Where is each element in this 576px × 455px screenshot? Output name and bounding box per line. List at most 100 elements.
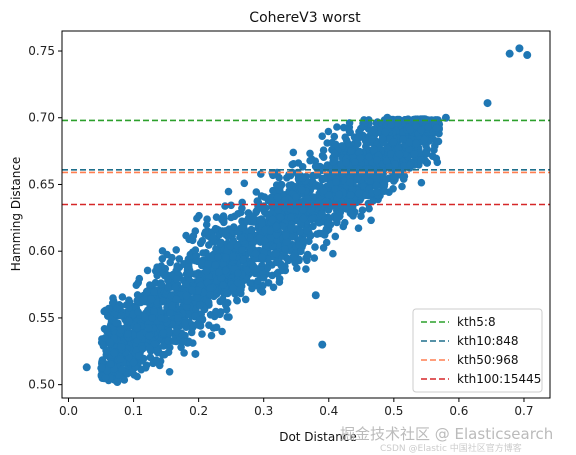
- scatter-point: [239, 255, 247, 264]
- chart-title: CohereV3 worst: [249, 10, 361, 26]
- scatter-point: [203, 215, 211, 223]
- scatter-point: [355, 149, 364, 157]
- scatter-point: [258, 288, 267, 296]
- scatter-point: [202, 267, 211, 276]
- scatter-point: [266, 234, 275, 242]
- x-tick-label: 0.5: [384, 404, 403, 418]
- scatter-point: [309, 193, 317, 201]
- scatter-point: [297, 186, 306, 194]
- scatter-point: [269, 171, 277, 180]
- scatter-point: [354, 189, 363, 198]
- scatter-point: [159, 342, 168, 350]
- scatter-point: [196, 321, 204, 329]
- scatter-point: [241, 295, 250, 304]
- scatter-point: [240, 179, 249, 188]
- scatter-point: [229, 283, 238, 292]
- scatter-point: [304, 251, 312, 259]
- scatter-point: [324, 191, 333, 199]
- scatter-point: [111, 318, 120, 327]
- scatter-point: [187, 328, 196, 337]
- scatter-point: [102, 325, 111, 334]
- scatter-point: [159, 297, 167, 306]
- scatter-point: [285, 181, 294, 190]
- scatter-point: [97, 363, 106, 372]
- scatter-point: [249, 218, 257, 226]
- scatter-point: [254, 277, 262, 285]
- scatter-point: [147, 295, 156, 304]
- scatter-point: [324, 220, 332, 228]
- y-tick-label: 0.50: [28, 378, 55, 392]
- scatter-point: [417, 156, 425, 164]
- scatter-point: [319, 153, 328, 161]
- scatter-point: [150, 308, 158, 316]
- scatter-point: [347, 147, 355, 155]
- scatter-point: [276, 182, 285, 191]
- scatter-point: [191, 246, 200, 254]
- scatter-point: [378, 134, 387, 143]
- scatter-point: [207, 331, 216, 340]
- scatter-point: [259, 274, 268, 282]
- scatter-point: [299, 206, 307, 214]
- scatter-point: [143, 266, 152, 275]
- scatter-point: [356, 154, 365, 163]
- scatter-point: [275, 173, 283, 182]
- scatter-point: [423, 159, 432, 167]
- scatter-point: [368, 135, 376, 143]
- scatter-point: [483, 99, 492, 108]
- scatter-point: [133, 372, 141, 381]
- scatter-point: [202, 220, 211, 229]
- scatter-point: [287, 224, 295, 233]
- scatter-point: [152, 356, 160, 365]
- scatter-point: [172, 275, 181, 284]
- scatter-point: [225, 313, 233, 321]
- scatter-point: [281, 245, 289, 253]
- scatter-point: [394, 144, 403, 153]
- scatter-point: [432, 124, 441, 132]
- scatter-point: [218, 295, 227, 304]
- scatter-point: [307, 231, 315, 240]
- scatter-point: [106, 338, 114, 347]
- scatter-point: [330, 149, 339, 158]
- scatter-point: [269, 186, 277, 195]
- scatter-point: [263, 264, 272, 273]
- scatter-point: [118, 293, 127, 301]
- scatter-point: [229, 252, 237, 261]
- legend-label: kth100:15445: [457, 372, 541, 386]
- scatter-point: [193, 293, 202, 302]
- scatter-point: [357, 212, 365, 220]
- scatter-point: [117, 343, 126, 351]
- scatter-point: [391, 160, 399, 168]
- scatter-point: [350, 167, 358, 175]
- scatter-point: [272, 249, 280, 258]
- scatter-point: [133, 296, 141, 305]
- scatter-point: [134, 279, 142, 287]
- scatter-point: [101, 373, 110, 382]
- scatter-point: [136, 331, 144, 340]
- scatter-point: [269, 283, 278, 292]
- scatter-point: [167, 292, 175, 300]
- scatter-point: [272, 258, 281, 267]
- scatter-point: [302, 265, 310, 273]
- scatter-point: [284, 256, 293, 265]
- scatter-point: [324, 127, 333, 136]
- x-tick-label: 0.1: [124, 404, 143, 418]
- scatter-point: [182, 291, 191, 300]
- scatter-point: [257, 170, 265, 178]
- scatter-point: [141, 364, 150, 372]
- scatter-point: [432, 154, 441, 163]
- threshold-lines: [62, 119, 550, 206]
- scatter-point: [420, 135, 429, 144]
- scatter-point: [182, 303, 191, 311]
- scatter-point: [338, 169, 346, 178]
- scatter-point: [168, 301, 176, 310]
- scatter-point: [424, 123, 432, 131]
- scatter-point: [145, 344, 154, 353]
- scatter-point: [181, 331, 189, 340]
- scatter-point: [369, 125, 378, 134]
- scatter-point: [295, 256, 303, 265]
- scatter-point: [380, 187, 389, 195]
- scatter-point: [387, 120, 395, 129]
- scatter-point: [158, 247, 167, 255]
- scatter-point: [158, 350, 167, 359]
- scatter-point: [146, 353, 155, 362]
